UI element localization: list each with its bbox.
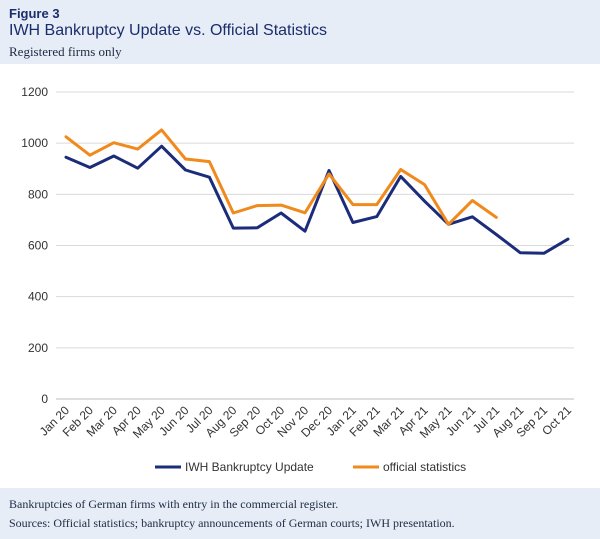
y-tick-label: 200 (28, 341, 48, 355)
legend-label: official statistics (383, 460, 466, 474)
y-tick-label: 0 (41, 392, 48, 406)
gridlines (56, 91, 574, 400)
y-tick-label: 800 (28, 187, 48, 201)
chart-panel: 0 200 400 600 800 1000 1200 Jan 20 Feb 20 Mar 20… (0, 64, 600, 488)
y-axis-ticks: 0 200 400 600 800 1000 1200 (21, 85, 48, 406)
y-tick-label: 400 (28, 290, 48, 304)
y-tick-label: 1000 (21, 136, 48, 150)
series-lines (64, 128, 570, 255)
y-tick-label: 600 (28, 239, 48, 253)
figure-subtitle: Registered firms only (9, 44, 122, 59)
figure-label: Figure 3 (9, 6, 60, 21)
series-line-2 (64, 128, 498, 226)
legend-label: IWH Bankruptcy Update (185, 460, 314, 474)
series-line-1 (64, 144, 570, 255)
y-tick-label: 1200 (21, 85, 48, 99)
figure-title: IWH Bankruptcy Update vs. Official Stati… (9, 22, 328, 39)
source-note: Sources: Official statistics; bankruptcy… (9, 516, 455, 530)
footnote: Bankruptcies of German firms with entry … (9, 497, 339, 511)
legend: IWH Bankruptcy Update official statistics (155, 460, 466, 474)
